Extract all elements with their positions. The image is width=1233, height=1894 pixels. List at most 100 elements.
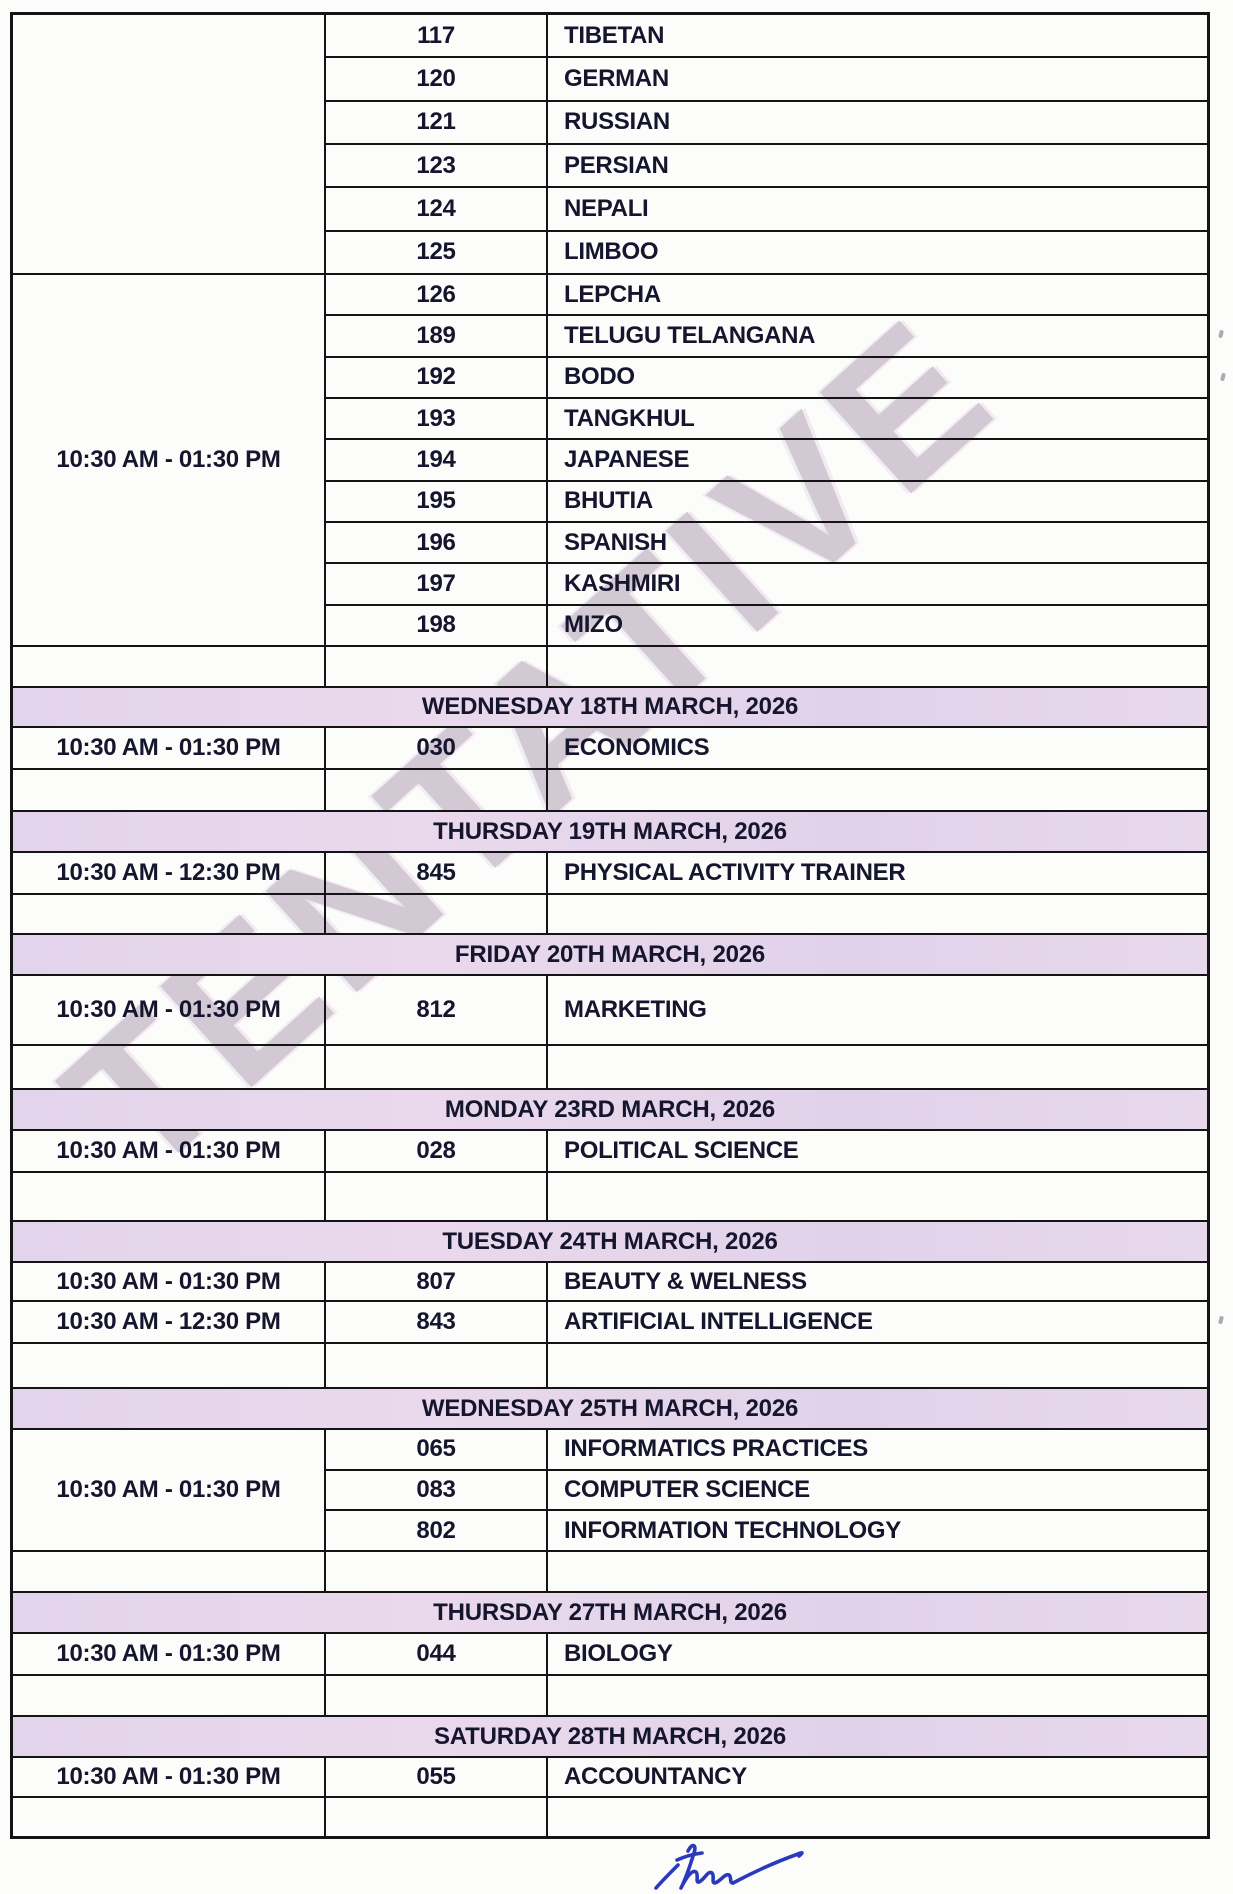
- subject-code-cell: 193: [326, 398, 548, 439]
- table-row: 189 TELUGU TELANGANA: [326, 314, 1207, 356]
- subject-rows: 117 TIBETAN 120 GERMAN 121 RUSSIAN 123 PERSI…: [326, 15, 1207, 273]
- spacer-row: [13, 1171, 1207, 1220]
- spacer-row: [13, 1796, 1207, 1836]
- subject-code-cell: 121: [326, 101, 548, 143]
- subject-code-cell: 055: [326, 1758, 548, 1796]
- empty-cell: [326, 1552, 548, 1591]
- table-row: 195 BHUTIA: [326, 479, 1207, 521]
- empty-cell: [548, 895, 1207, 933]
- empty-cell: [326, 1173, 548, 1220]
- table-row: 126 LEPCHA: [326, 275, 1207, 315]
- table-row: 055 ACCOUNTANCY: [326, 1758, 1207, 1796]
- subject-name-cell: PHYSICAL ACTIVITY TRAINER: [564, 859, 906, 886]
- date-header: THURSDAY 19TH MARCH, 2026: [13, 810, 1207, 851]
- subject-code-cell: 044: [326, 1634, 548, 1674]
- subject-code-cell: 192: [326, 357, 548, 397]
- session-block: 10:30 AM - 01:30 PM 812 MARKETING: [13, 974, 1207, 1044]
- empty-cell: [326, 1344, 548, 1387]
- subject-code-cell: 843: [326, 1302, 548, 1342]
- spacer-row: [13, 1550, 1207, 1591]
- subject-code-cell: 117: [326, 15, 548, 57]
- spacer-row: [13, 893, 1207, 933]
- empty-cell: [13, 1046, 326, 1088]
- subject-name-cell: POLITICAL SCIENCE: [564, 1137, 799, 1164]
- empty-cell: [548, 1798, 1207, 1836]
- subject-name-cell: TIBETAN: [564, 21, 665, 49]
- session-block: 10:30 AM - 01:30 PM 807 BEAUTY & WELNESS: [13, 1261, 1207, 1300]
- subject-name-cell: BEAUTY & WELNESS: [564, 1267, 807, 1295]
- subject-code-cell: 120: [326, 58, 548, 100]
- spacer-row: [13, 768, 1207, 810]
- empty-cell: [13, 1173, 326, 1220]
- table-row: 196 SPANISH: [326, 520, 1207, 563]
- subject-name-cell: LEPCHA: [564, 280, 661, 308]
- subject-name-cell: NEPALI: [564, 194, 649, 222]
- subject-code-cell: 197: [326, 564, 548, 604]
- time-cell: 10:30 AM - 01:30 PM: [13, 1430, 326, 1550]
- empty-cell: [548, 1552, 1207, 1591]
- session-block: 10:30 AM - 01:30 PM 028 POLITICAL SCIENCE: [13, 1129, 1207, 1171]
- spacer-row: [13, 1342, 1207, 1387]
- subject-code-cell: 083: [326, 1470, 548, 1510]
- time-cell: 10:30 AM - 01:30 PM: [13, 1758, 326, 1796]
- subject-code-cell: 802: [326, 1511, 548, 1551]
- table-row: 117 TIBETAN: [326, 15, 1207, 57]
- subject-name-cell: INFORMATION TECHNOLOGY: [564, 1516, 901, 1544]
- table-row: 845 PHYSICAL ACTIVITY TRAINER: [326, 853, 1207, 893]
- subject-name-cell: ACCOUNTANCY: [564, 1763, 747, 1790]
- date-header: MONDAY 23RD MARCH, 2026: [13, 1088, 1207, 1129]
- table-row: 065 INFORMATICS PRACTICES: [326, 1430, 1207, 1469]
- spacer-row: [13, 1044, 1207, 1088]
- empty-cell: [13, 770, 326, 810]
- time-cell: 10:30 AM - 01:30 PM: [13, 1131, 326, 1171]
- table-row: 083 COMPUTER SCIENCE: [326, 1468, 1207, 1510]
- table-row: 802 INFORMATION TECHNOLOGY: [326, 1509, 1207, 1551]
- subject-name-cell: INFORMATICS PRACTICES: [564, 1435, 868, 1463]
- subject-name-cell: PERSIAN: [564, 151, 669, 179]
- subject-name-cell: SPANISH: [564, 528, 667, 556]
- empty-cell: [548, 1173, 1207, 1220]
- subject-code-cell: 812: [326, 976, 548, 1044]
- session-block: 117 TIBETAN 120 GERMAN 121 RUSSIAN 123 PERSI…: [13, 15, 1207, 273]
- exam-timetable-table: 117 TIBETAN 120 GERMAN 121 RUSSIAN 123 PERSI…: [10, 12, 1210, 1839]
- subject-code-cell: 189: [326, 316, 548, 356]
- table-row: 121 RUSSIAN: [326, 99, 1207, 143]
- empty-cell: [548, 647, 1207, 686]
- empty-cell: [326, 1798, 548, 1836]
- empty-cell: [548, 770, 1207, 810]
- subject-name-cell: GERMAN: [564, 64, 669, 92]
- empty-cell: [326, 1676, 548, 1715]
- subject-rows: 126 LEPCHA 189 TELUGU TELANGANA 192 BODO 19…: [326, 275, 1207, 645]
- subject-name-cell: TELUGU TELANGANA: [564, 321, 816, 349]
- subject-code-cell: 123: [326, 144, 548, 187]
- subject-name-cell: ECONOMICS: [564, 734, 710, 761]
- signature-scribble: [654, 1843, 804, 1890]
- subject-name-cell: JAPANESE: [564, 445, 690, 473]
- date-header: SATURDAY 28TH MARCH, 2026: [13, 1715, 1207, 1756]
- empty-cell: [13, 1552, 326, 1591]
- time-cell: 10:30 AM - 01:30 PM: [13, 976, 326, 1044]
- scan-speck: [1218, 329, 1224, 339]
- subject-name-cell: BODO: [564, 363, 635, 391]
- time-cell: 10:30 AM - 12:30 PM: [13, 1302, 326, 1342]
- session-block: 10:30 AM - 01:30 PM 126 LEPCHA 189 TELUGU …: [13, 273, 1207, 645]
- table-row: 192 BODO: [326, 355, 1207, 397]
- table-row: 197 KASHMIRI: [326, 562, 1207, 604]
- subject-code-cell: 845: [326, 853, 548, 893]
- empty-cell: [326, 770, 548, 810]
- empty-cell: [326, 895, 548, 933]
- subject-code-cell: 198: [326, 605, 548, 645]
- table-row: 124 NEPALI: [326, 186, 1207, 230]
- subject-code-cell: 194: [326, 440, 548, 480]
- subject-code-cell: 030: [326, 728, 548, 768]
- date-header: THURSDAY 27TH MARCH, 2026: [13, 1591, 1207, 1632]
- subject-name-cell: MIZO: [564, 611, 623, 639]
- table-row: 812 MARKETING: [326, 976, 1207, 1044]
- session-block: 10:30 AM - 01:30 PM 055 ACCOUNTANCY: [13, 1756, 1207, 1796]
- time-cell: 10:30 AM - 12:30 PM: [13, 853, 326, 893]
- subject-code-cell: 126: [326, 275, 548, 315]
- subject-code-cell: 807: [326, 1263, 548, 1300]
- subject-name-cell: BIOLOGY: [564, 1640, 673, 1667]
- subject-name-cell: TANGKHUL: [564, 404, 695, 432]
- date-header: TUESDAY 24TH MARCH, 2026: [13, 1220, 1207, 1261]
